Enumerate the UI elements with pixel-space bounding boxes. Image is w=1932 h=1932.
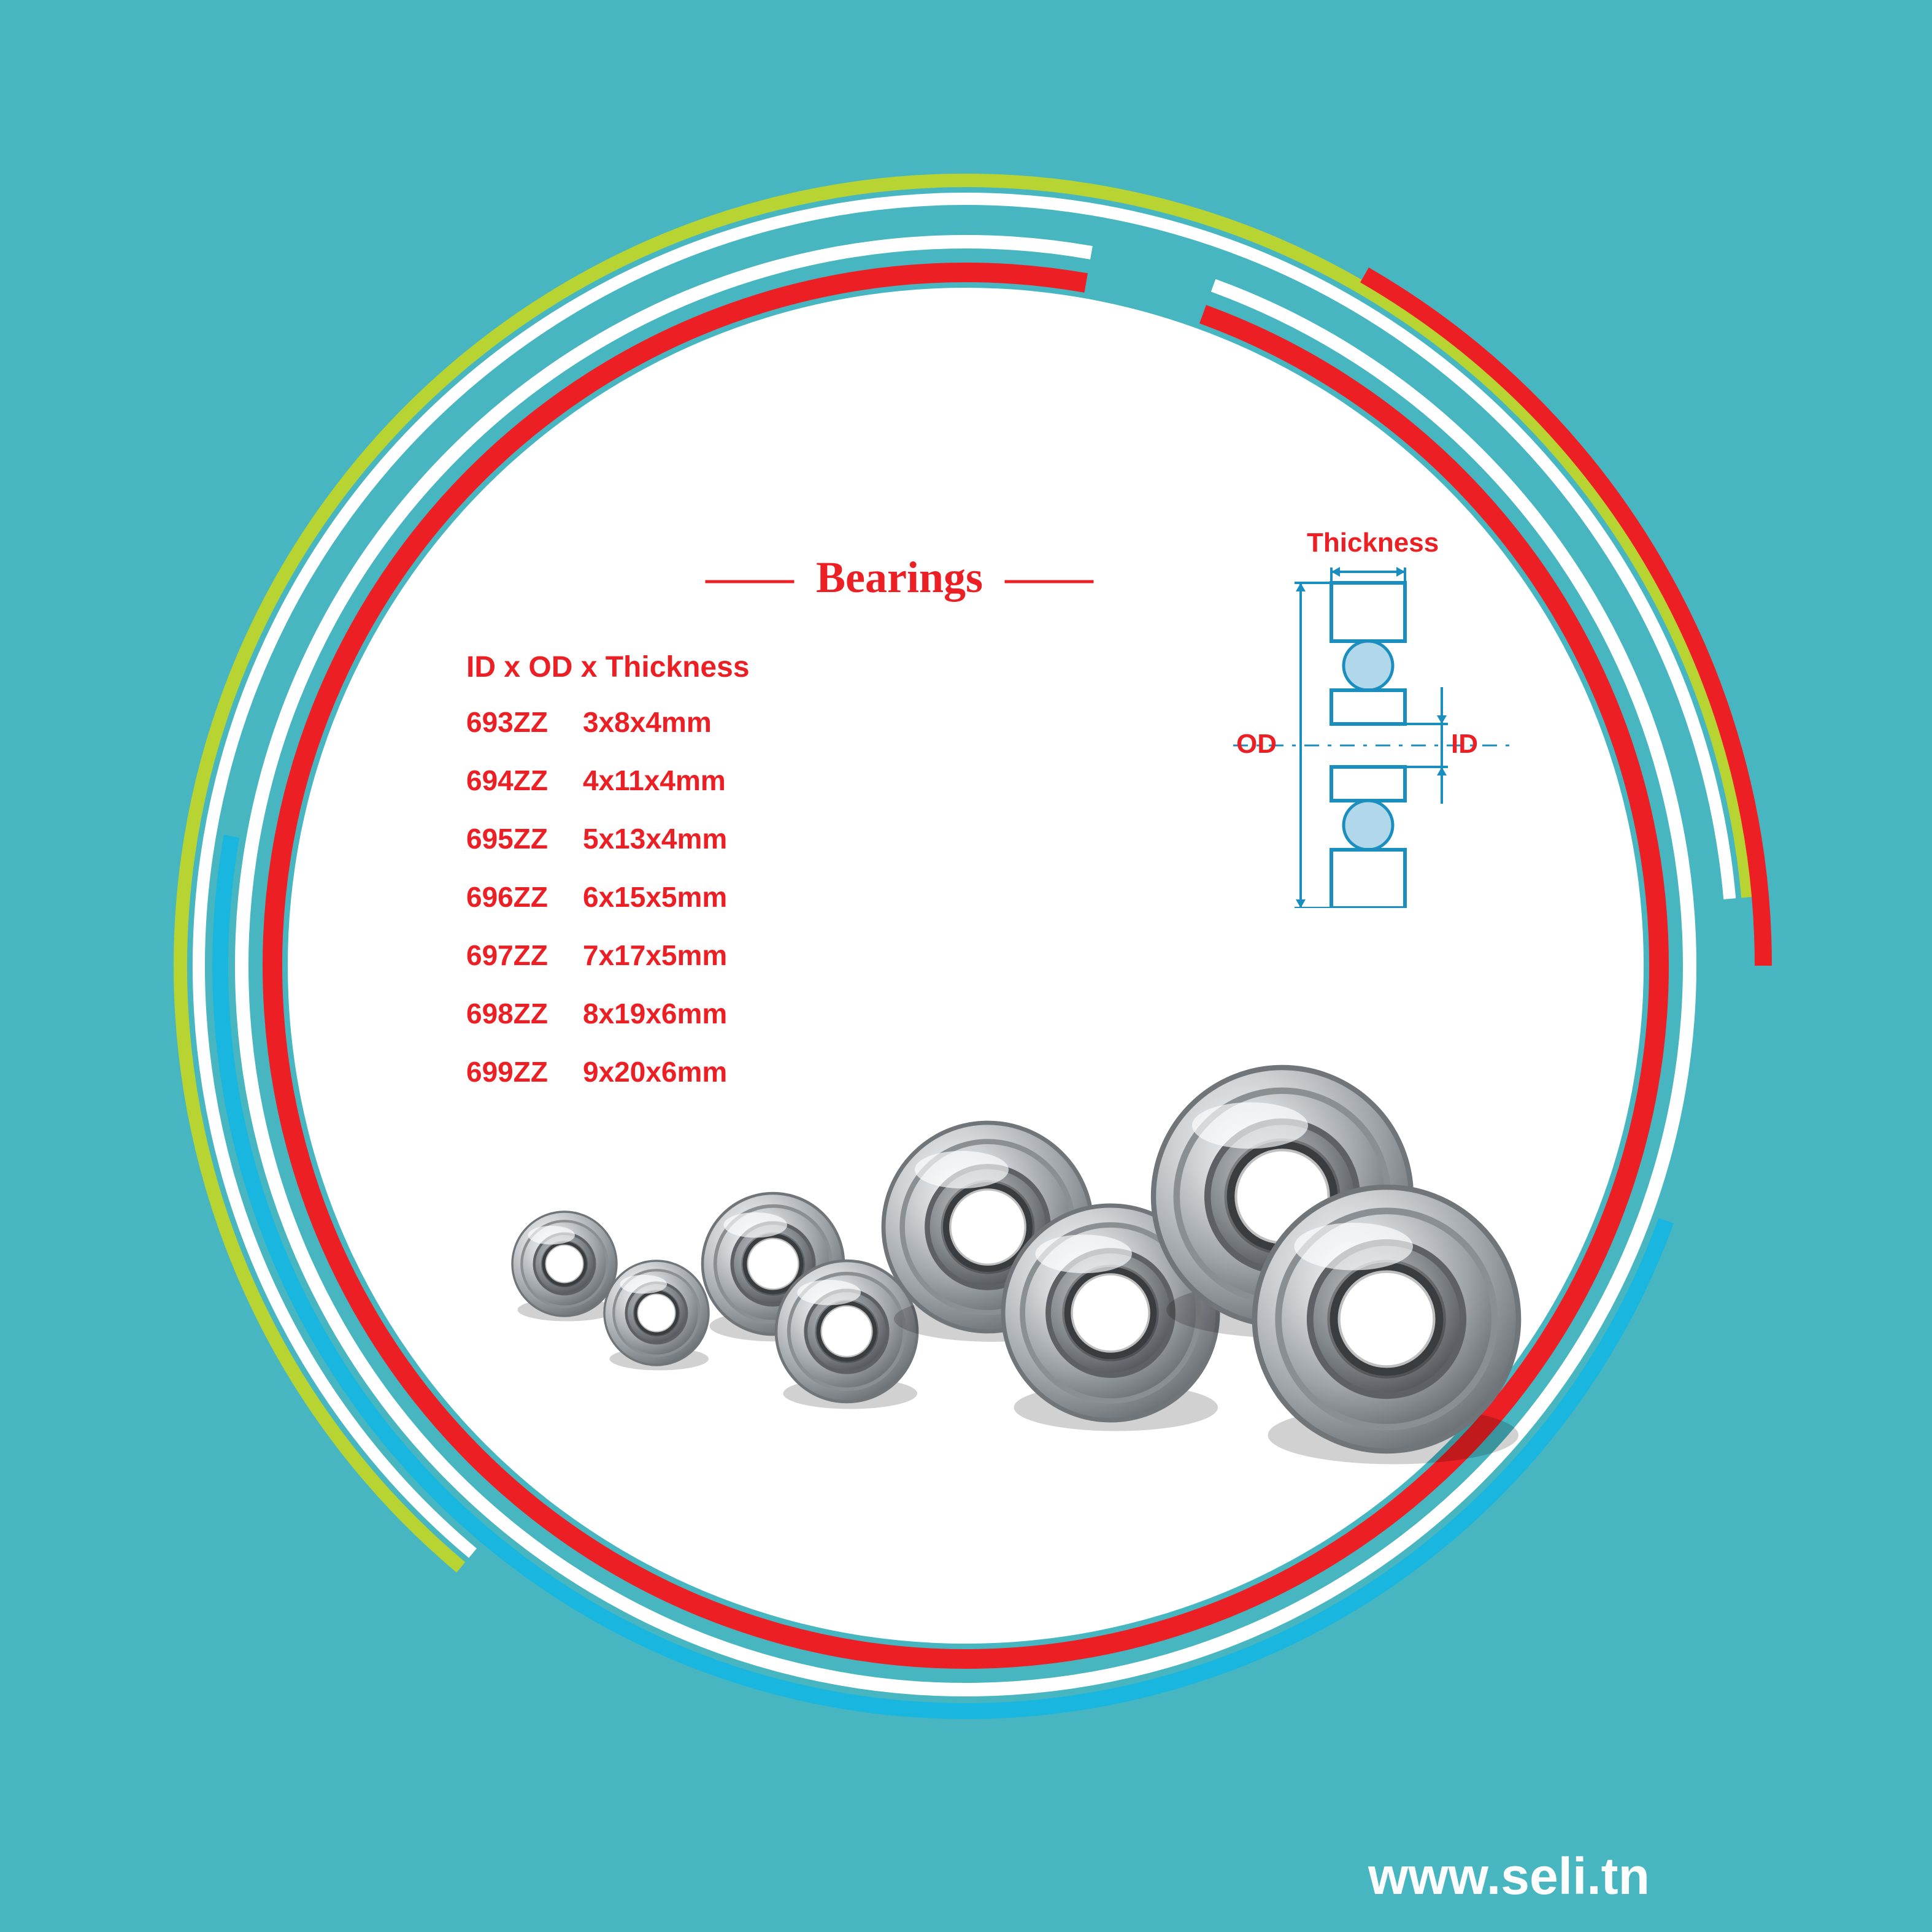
infographic-canvas: —— Bearings —— ID x OD x Thickness 693ZZ… [0, 0, 1932, 1932]
website-url[interactable]: www.seli.tn [1368, 1847, 1650, 1906]
bearings-image [0, 0, 1932, 1932]
